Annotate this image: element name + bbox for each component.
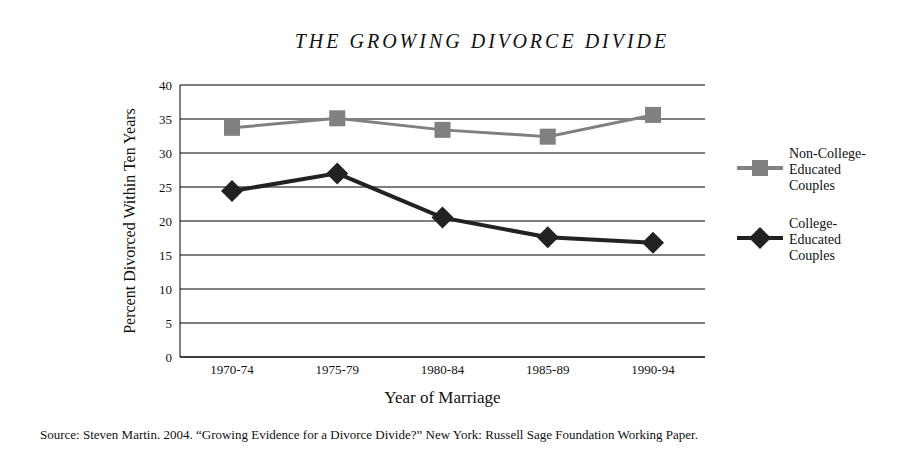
svg-text:1970-74: 1970-74 [210, 362, 254, 377]
html-text:Non-College-Educated Couples: Non-College-Educated Couples [789, 146, 866, 193]
svg-text:1990-94: 1990-94 [631, 362, 675, 377]
svg-text:1980-84: 1980-84 [421, 362, 465, 377]
svg-text:30: 30 [159, 146, 172, 161]
svg-text:25: 25 [159, 180, 172, 195]
svg-text:10: 10 [159, 282, 172, 297]
svg-text:1975-79: 1975-79 [316, 362, 359, 377]
svg-text:20: 20 [159, 214, 172, 229]
svg-text:0: 0 [166, 350, 173, 365]
svg-text:40: 40 [159, 78, 172, 93]
svg-text:1985-89: 1985-89 [526, 362, 569, 377]
html-text:THE GROWING DIVORCE DIVIDE: THE GROWING DIVORCE DIVIDE [294, 30, 670, 52]
html-text:Source: Steven Martin. 2004. “: Source: Steven Martin. 2004. “Growing Ev… [40, 427, 698, 442]
svg-text:Percent Divorced Within Ten Ye: Percent Divorced Within Ten Years [121, 108, 138, 334]
svg-text:Year of Marriage: Year of Marriage [384, 388, 500, 407]
svg-text:5: 5 [166, 316, 173, 331]
svg-text:15: 15 [159, 248, 172, 263]
html-text:College-Educated Couples: College-Educated Couples [789, 216, 842, 263]
svg-text:35: 35 [159, 112, 172, 127]
